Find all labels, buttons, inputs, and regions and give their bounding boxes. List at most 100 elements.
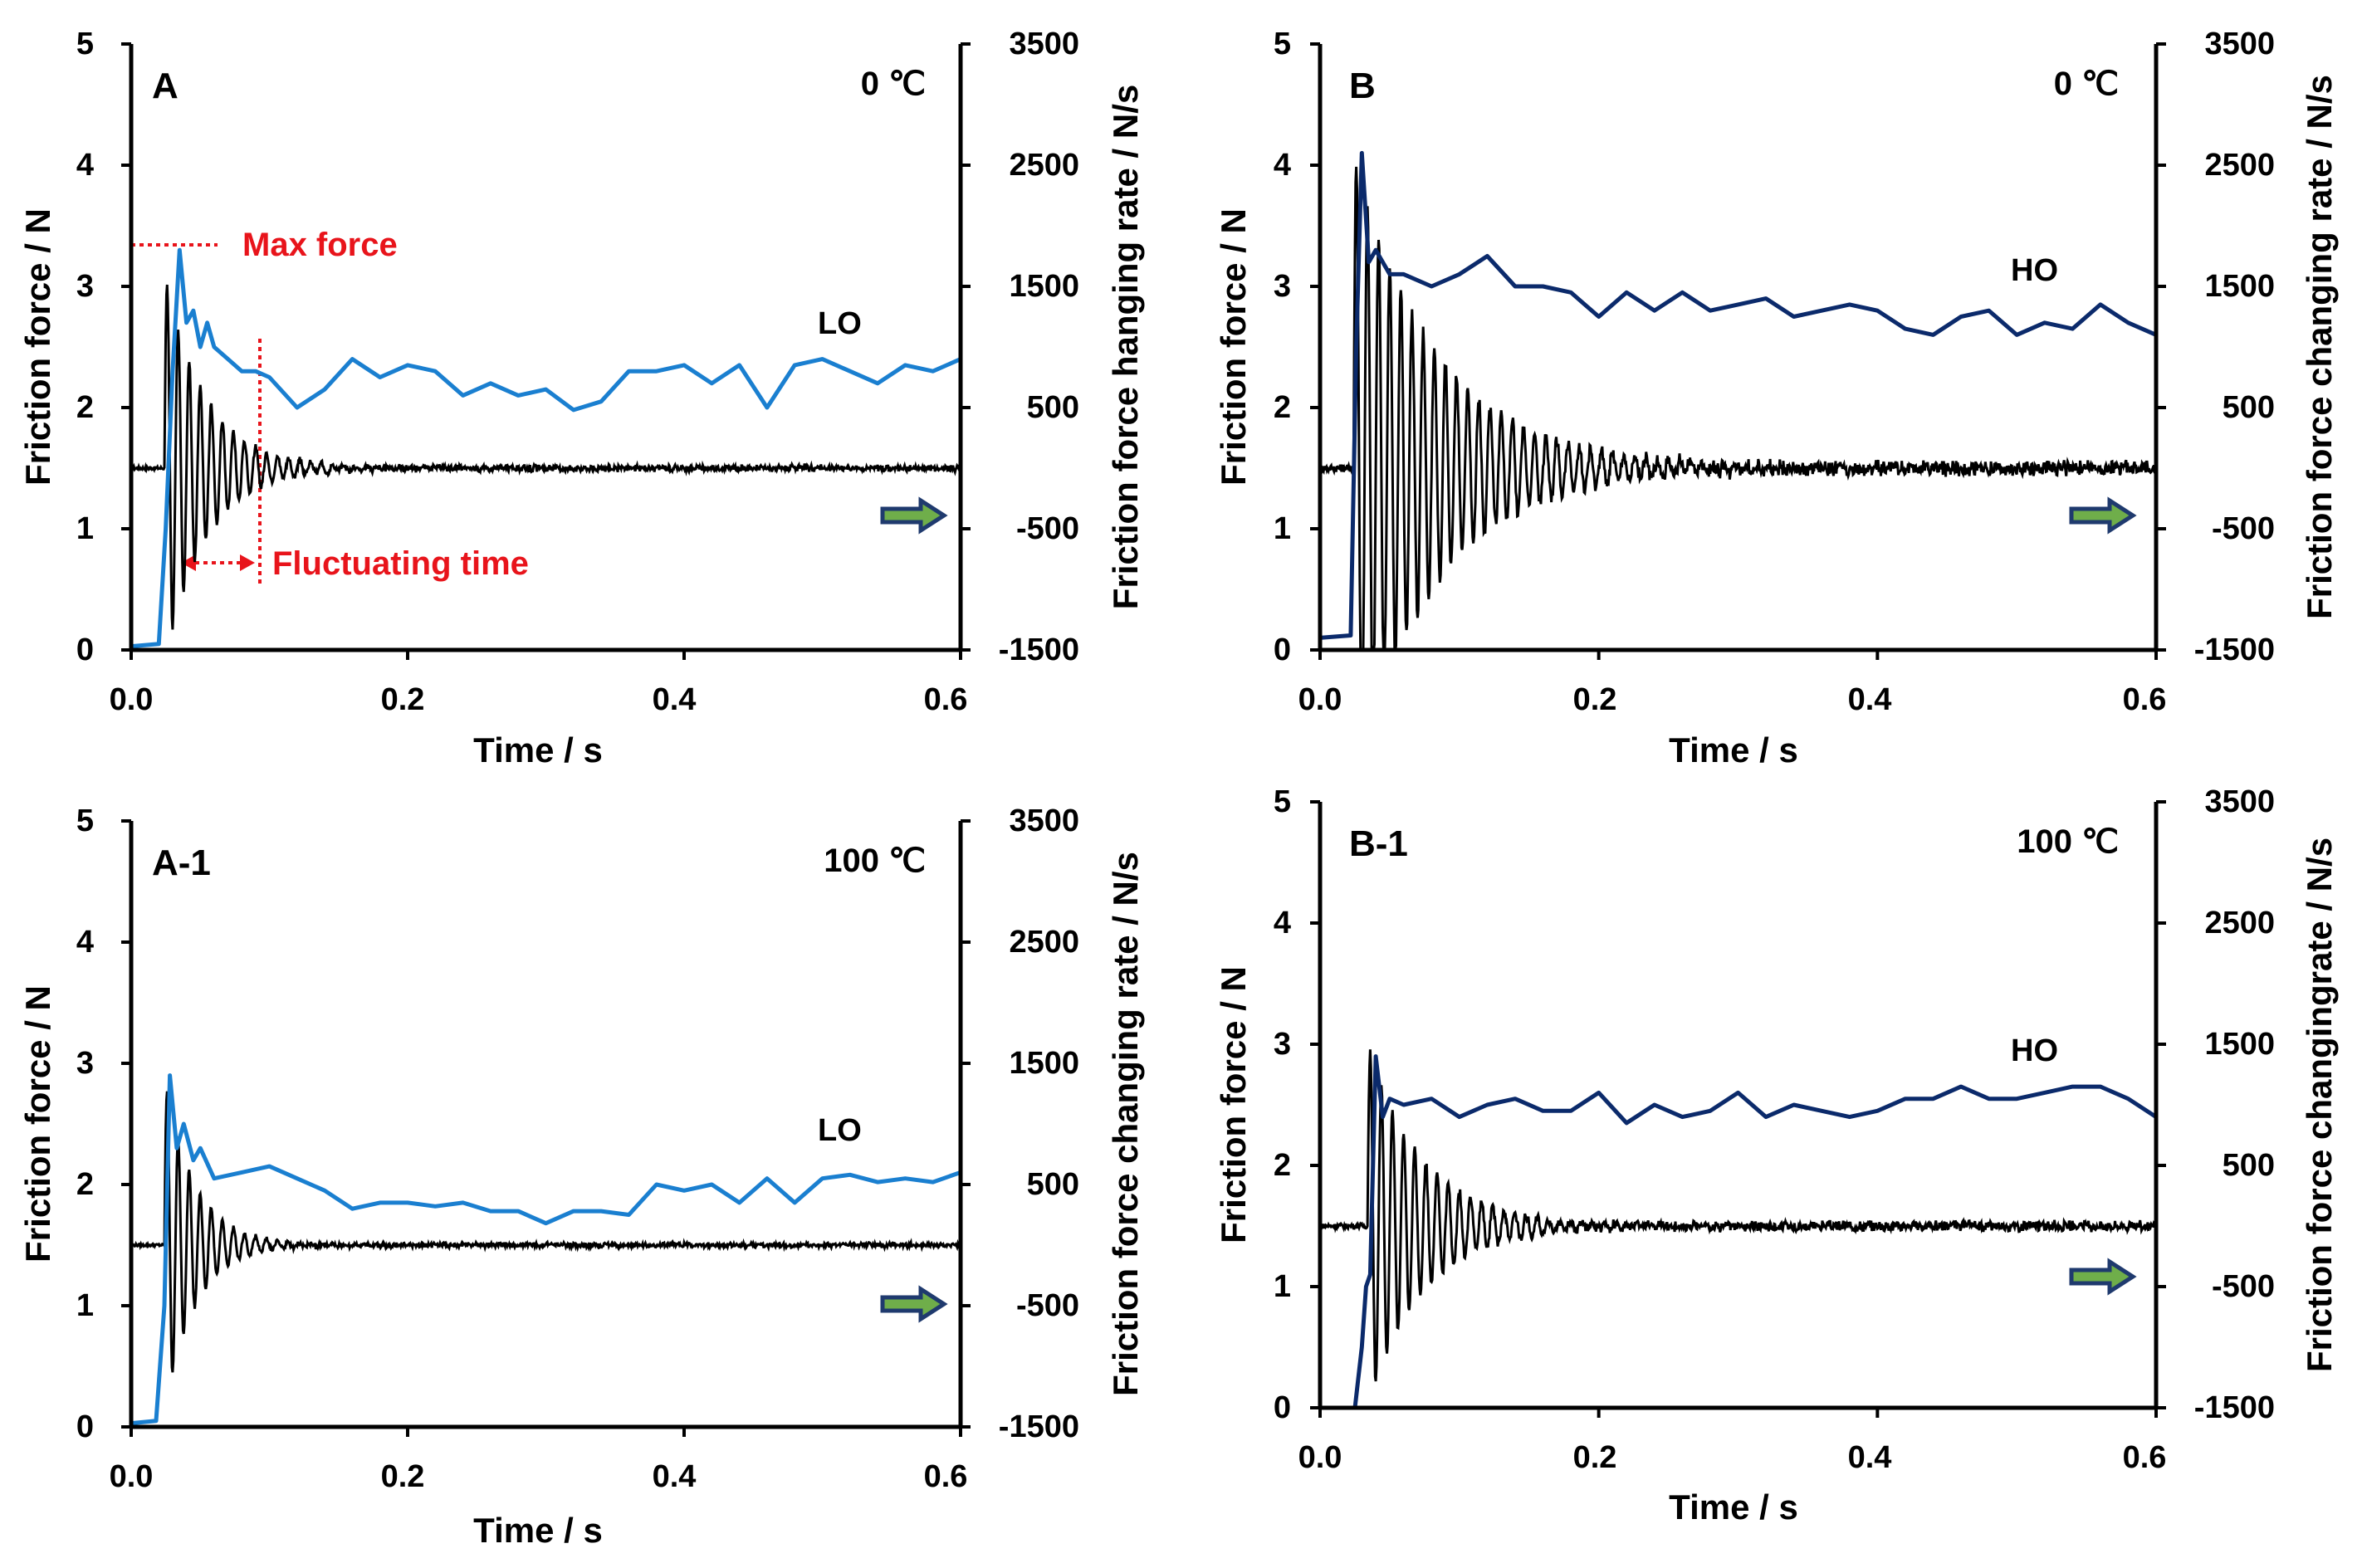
y-left-tick-3: 3 <box>76 269 94 304</box>
y-left-axis-title: Friction force / N <box>1214 966 1253 1243</box>
x-tick-2: 0.4 <box>653 1459 697 1494</box>
y-right-tick-3: 1500 <box>2204 1027 2275 1062</box>
right-axis-arrow-icon <box>2069 1258 2137 1296</box>
fluctuating-time-arrowhead-right <box>240 554 255 571</box>
max-force-annotation: Max force <box>131 227 398 263</box>
plot-A <box>121 42 971 660</box>
x-tick-3: 0.6 <box>2123 682 2167 717</box>
y-right-tick-0: -1500 <box>999 633 1079 667</box>
panel-A: 0.0 0.2 0.4 0.6 0 1 2 3 4 5 -1500 -500 5… <box>18 27 1145 769</box>
y-left-tick-1: 1 <box>1274 511 1291 546</box>
y-right-axis-title: Friction force changing rate / N/s <box>2300 75 2339 619</box>
y-right-tick-3: 1500 <box>2204 269 2275 304</box>
y-right-tick-5: 3500 <box>2204 784 2275 819</box>
y-left-tick-5: 5 <box>1274 27 1291 61</box>
right-axis-arrow-icon <box>880 496 948 535</box>
plot-A-1 <box>121 819 971 1437</box>
y-left-tick-5: 5 <box>1274 784 1291 819</box>
y-left-tick-4: 4 <box>1274 906 1291 940</box>
y-right-tick-0: -1500 <box>2194 1390 2275 1425</box>
y-right-tick-5: 3500 <box>2204 27 2275 61</box>
friction-force-line <box>130 1073 961 1426</box>
x-tick-0: 0.0 <box>1298 1440 1342 1475</box>
y-right-axis-title: Friction force changing rate / N/s <box>1106 852 1145 1396</box>
x-tick-2: 0.4 <box>1848 1440 1892 1475</box>
x-tick-2: 0.4 <box>653 682 697 717</box>
max-force-label: Max force <box>242 227 398 263</box>
series-label: HO <box>2011 1033 2058 1068</box>
panel-label: A-1 <box>152 843 211 883</box>
friction-force-line <box>1320 1054 2158 1410</box>
fluctuating-time-label: Fluctuating time <box>272 545 529 582</box>
y-right-tick-1: -500 <box>2212 1269 2275 1304</box>
series-label: LO <box>818 306 862 341</box>
y-right-tick-4: 2500 <box>1009 148 1079 183</box>
y-right-tick-4: 2500 <box>1009 925 1079 960</box>
x-axis-title: Time / s <box>473 730 603 769</box>
x-tick-0: 0.0 <box>110 1459 154 1494</box>
y-right-tick-0: -1500 <box>2194 633 2275 667</box>
y-right-tick-2: 500 <box>1027 390 1079 425</box>
y-left-tick-0: 0 <box>1274 1390 1291 1425</box>
x-tick-2: 0.4 <box>1848 682 1892 717</box>
y-right-tick-3: 1500 <box>1009 269 1079 304</box>
friction-force-line <box>1319 150 2157 640</box>
x-axis-title: Time / s <box>473 1511 603 1550</box>
y-left-tick-1: 1 <box>76 511 94 546</box>
y-right-tick-1: -500 <box>1016 511 1079 546</box>
right-axis-arrow-icon <box>2069 496 2137 535</box>
fluctuating-time-annotation: Fluctuating time <box>181 339 529 586</box>
panel-A-1: 0.0 0.2 0.4 0.6 0 1 2 3 4 5 -1500 -500 5… <box>18 804 1145 1550</box>
x-tick-1: 0.2 <box>1573 682 1617 717</box>
y-right-tick-2: 500 <box>2223 390 2275 425</box>
plot-layer <box>121 42 2166 1437</box>
y-left-tick-2: 2 <box>76 1167 94 1202</box>
panel-label: B <box>1349 66 1376 106</box>
y-left-tick-2: 2 <box>1274 1148 1291 1183</box>
y-right-tick-4: 2500 <box>2204 148 2275 183</box>
y-left-tick-4: 4 <box>76 925 94 960</box>
y-left-axis-title: Friction force / N <box>18 985 57 1263</box>
y-left-tick-3: 3 <box>1274 1027 1291 1062</box>
x-tick-0: 0.0 <box>110 682 154 717</box>
y-right-tick-1: -500 <box>2212 511 2275 546</box>
y-right-tick-5: 3500 <box>1009 27 1079 61</box>
x-tick-3: 0.6 <box>924 1459 968 1494</box>
y-left-tick-0: 0 <box>76 633 94 667</box>
y-right-axis-title: Friction force hanging rate / N/s <box>1106 85 1145 609</box>
series-label: HO <box>2011 253 2058 288</box>
y-right-tick-3: 1500 <box>1009 1046 1079 1081</box>
series-label: LO <box>818 1113 862 1148</box>
y-right-tick-4: 2500 <box>2204 906 2275 940</box>
y-right-tick-5: 3500 <box>1009 804 1079 838</box>
y-right-tick-2: 500 <box>1027 1167 1079 1202</box>
temperature-label: 0 ℃ <box>2054 66 2119 102</box>
y-left-tick-3: 3 <box>76 1046 94 1081</box>
panel-B-1: 0.0 0.2 0.4 0.6 0 1 2 3 4 5 -1500 -500 5… <box>1214 784 2339 1526</box>
temperature-label: 0 ℃ <box>861 66 926 102</box>
y-left-tick-1: 1 <box>1274 1269 1291 1304</box>
y-left-tick-3: 3 <box>1274 269 1291 304</box>
friction-force-line <box>130 247 962 649</box>
x-tick-1: 0.2 <box>381 682 425 717</box>
x-tick-3: 0.6 <box>924 682 968 717</box>
panel-label: A <box>152 66 178 106</box>
changing-rate-line <box>1319 1049 2158 1382</box>
y-left-axis-title: Friction force / N <box>1214 208 1253 486</box>
y-left-tick-0: 0 <box>1274 633 1291 667</box>
plot-B <box>1310 42 2166 660</box>
right-axis-arrow-icon <box>880 1285 948 1323</box>
x-tick-1: 0.2 <box>1573 1440 1617 1475</box>
changing-rate-line <box>1318 166 2158 652</box>
y-left-tick-2: 2 <box>1274 390 1291 425</box>
fluctuating-time-arrowhead-left <box>181 554 196 571</box>
y-left-tick-1: 1 <box>76 1288 94 1323</box>
x-axis-title: Time / s <box>1669 1487 1798 1526</box>
x-tick-0: 0.0 <box>1298 682 1342 717</box>
y-right-tick-1: -500 <box>1016 1288 1079 1323</box>
changing-rate-line <box>130 1091 962 1373</box>
x-axis-title: Time / s <box>1669 730 1798 769</box>
y-left-tick-4: 4 <box>1274 148 1291 183</box>
temperature-label: 100 ℃ <box>2017 823 2119 860</box>
y-left-tick-2: 2 <box>76 390 94 425</box>
